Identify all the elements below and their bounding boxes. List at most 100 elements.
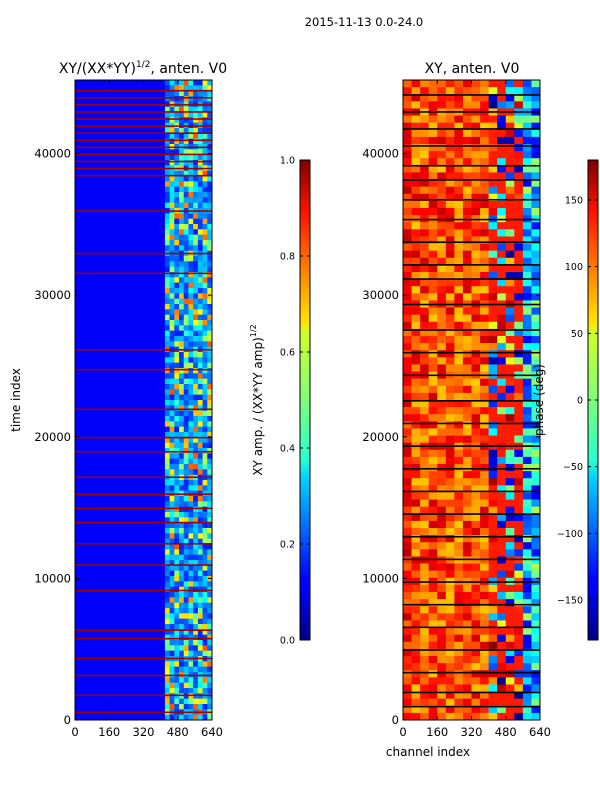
heat-cell	[411, 250, 421, 259]
heat-cell	[445, 193, 455, 202]
flagged-row	[75, 252, 212, 255]
heat-cell	[531, 549, 541, 557]
heat-cell	[454, 435, 464, 443]
heat-cell	[183, 666, 189, 673]
heat-cell	[207, 234, 213, 241]
heat-cell	[462, 606, 472, 614]
heat-cell	[480, 599, 489, 607]
heat-cell	[188, 549, 194, 555]
heat-cell	[480, 115, 489, 123]
flagged-row	[75, 507, 212, 510]
heat-cell	[183, 325, 189, 331]
heat-cell	[193, 80, 199, 86]
heat-cell	[207, 549, 213, 555]
heat-cell	[403, 499, 412, 507]
heat-cell	[202, 389, 208, 395]
heat-cell	[197, 634, 203, 641]
heat-cell	[174, 149, 180, 155]
heat-cell	[403, 257, 412, 266]
heat-cell	[183, 282, 189, 289]
heat-cell	[522, 165, 532, 173]
heat-cell	[488, 670, 498, 678]
heat-cell	[207, 410, 213, 417]
x-tick-label: 0	[399, 725, 406, 739]
heat-cell	[207, 634, 213, 641]
heat-cell	[497, 236, 507, 244]
flagged-row	[75, 711, 212, 714]
heat-cell	[169, 176, 175, 182]
heat-cell	[514, 421, 524, 429]
heat-cell	[411, 414, 421, 422]
heat-cell	[471, 656, 481, 664]
heat-cell	[488, 364, 498, 372]
heat-cell	[471, 94, 481, 102]
heat-cell	[531, 535, 541, 543]
heat-cell	[522, 634, 532, 643]
heat-cell	[454, 407, 464, 415]
heat-cell	[454, 314, 464, 323]
heat-cell	[403, 222, 412, 230]
heat-cell	[522, 705, 532, 714]
heat-cell	[174, 240, 180, 246]
heat-cell	[193, 666, 199, 673]
heat-cell	[514, 236, 524, 244]
heat-cell	[471, 101, 481, 109]
heat-cell	[471, 471, 481, 479]
heat-cell	[505, 264, 515, 273]
heat-cell	[471, 478, 481, 486]
heat-cell	[411, 407, 421, 415]
heat-cell	[428, 599, 438, 607]
heat-cell	[428, 158, 438, 166]
heat-cell	[428, 272, 438, 280]
flagged-row	[75, 674, 212, 677]
heat-cell	[207, 400, 213, 406]
heat-cell	[531, 634, 541, 643]
heat-cell	[183, 458, 189, 465]
heat-cell	[169, 432, 175, 438]
flagged-row	[75, 564, 212, 566]
heat-cell	[183, 592, 189, 598]
heat-cell	[522, 158, 532, 166]
heat-cell	[403, 321, 412, 330]
heat-cell	[445, 528, 455, 536]
heat-cell	[403, 400, 412, 408]
heat-cell	[188, 272, 194, 278]
heat-cell	[437, 663, 447, 671]
heat-cell	[197, 320, 203, 326]
heat-cell	[188, 160, 194, 166]
heat-cell	[420, 343, 429, 351]
heat-cell	[188, 704, 194, 710]
heat-cell	[531, 705, 541, 714]
heat-cell	[403, 471, 412, 479]
heat-cell	[514, 691, 524, 699]
heat-cell	[420, 229, 429, 237]
heat-cell	[411, 620, 421, 628]
heat-cell	[179, 96, 185, 102]
heat-cell	[164, 613, 170, 619]
heat-cell	[174, 592, 180, 598]
heat-cell	[197, 154, 203, 161]
heat-cell	[193, 112, 199, 118]
heat-cell	[164, 533, 170, 539]
heat-cell	[169, 458, 175, 465]
heat-cell	[505, 584, 515, 593]
heat-cell	[531, 542, 541, 550]
heat-cell	[505, 613, 515, 621]
heat-cell	[505, 136, 515, 145]
heat-cell	[505, 94, 515, 102]
flagged-row	[75, 637, 212, 640]
heat-cell	[522, 592, 532, 600]
heat-cell	[179, 634, 185, 641]
heat-cell	[437, 549, 447, 557]
heat-cell	[202, 362, 208, 369]
heat-cell	[497, 243, 507, 251]
heat-cell	[480, 520, 489, 529]
heat-cell	[522, 485, 532, 493]
heat-cell	[437, 165, 447, 173]
heat-cell	[183, 501, 189, 507]
heat-cell	[522, 613, 532, 621]
heat-cell	[183, 330, 189, 337]
heat-cell	[454, 563, 464, 571]
heat-cell	[428, 535, 438, 543]
heat-cell	[183, 469, 189, 475]
